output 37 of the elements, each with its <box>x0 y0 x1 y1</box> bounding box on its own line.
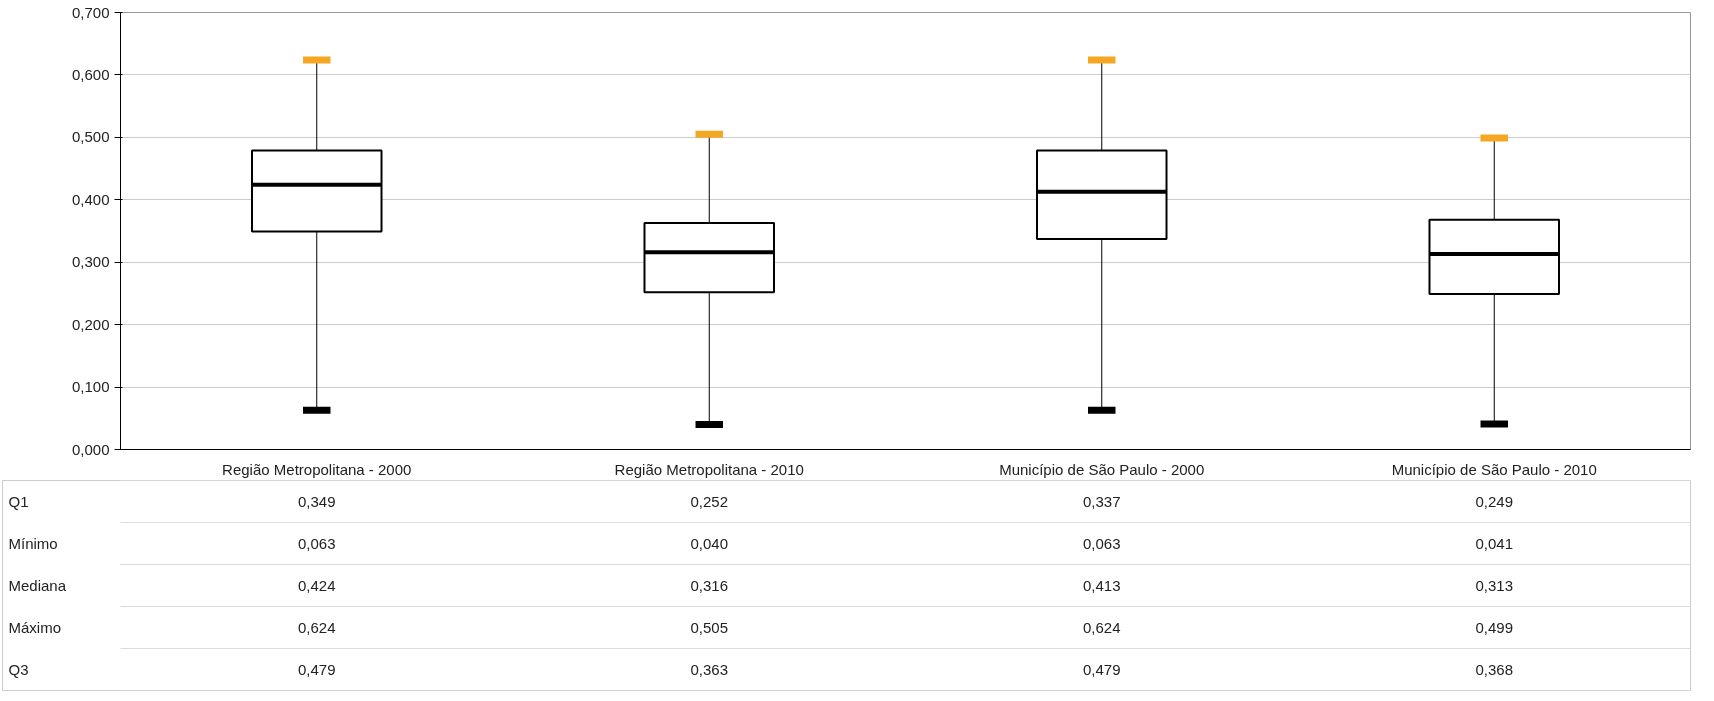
text: 0,413 <box>1082 576 1121 594</box>
y-tick-label: 0,100 <box>71 378 110 396</box>
text: 0,479 <box>297 660 336 678</box>
text: 0,424 <box>297 576 336 594</box>
x-tick-label: Região Metropolitana - 2010 <box>614 460 804 478</box>
y-tick-label: 0,000 <box>71 440 110 458</box>
text: Mediana <box>8 577 67 594</box>
x-tick-label: Município de São Paulo - 2010 <box>1391 460 1597 478</box>
text: 0,249 <box>1475 492 1514 510</box>
text: Q3 <box>8 661 29 678</box>
text: Máximo <box>8 619 62 636</box>
text: 0,349 <box>297 492 336 510</box>
y-tick-label: 0,200 <box>71 315 110 333</box>
y-tick-label: 0,300 <box>71 253 110 271</box>
text: 0,624 <box>1082 618 1121 636</box>
y-tick-label: 0,400 <box>71 190 110 208</box>
text: 0,624 <box>297 618 336 636</box>
text: 0,499 <box>1475 618 1514 636</box>
y-tick-label: 0,600 <box>71 65 110 83</box>
text: 0,363 <box>690 660 729 678</box>
y-tick-label: 0,700 <box>71 3 110 21</box>
text: 0,316 <box>690 576 729 594</box>
text: 0,063 <box>297 534 336 552</box>
text: 0,479 <box>1082 660 1121 678</box>
x-tick-label: Município de São Paulo - 2000 <box>999 460 1205 478</box>
text: 0,368 <box>1475 660 1514 678</box>
text: 0,063 <box>1082 534 1121 552</box>
text: 0,041 <box>1475 534 1514 552</box>
y-tick-label: 0,500 <box>71 128 110 146</box>
x-tick-label: Região Metropolitana - 2000 <box>222 460 412 478</box>
text: 0,337 <box>1082 492 1121 510</box>
text: 0,313 <box>1475 576 1514 594</box>
text: Mínimo <box>8 535 58 552</box>
text: 0,505 <box>690 618 729 636</box>
text: Q1 <box>8 493 29 510</box>
text: 0,040 <box>690 534 729 552</box>
text: 0,252 <box>690 492 729 510</box>
